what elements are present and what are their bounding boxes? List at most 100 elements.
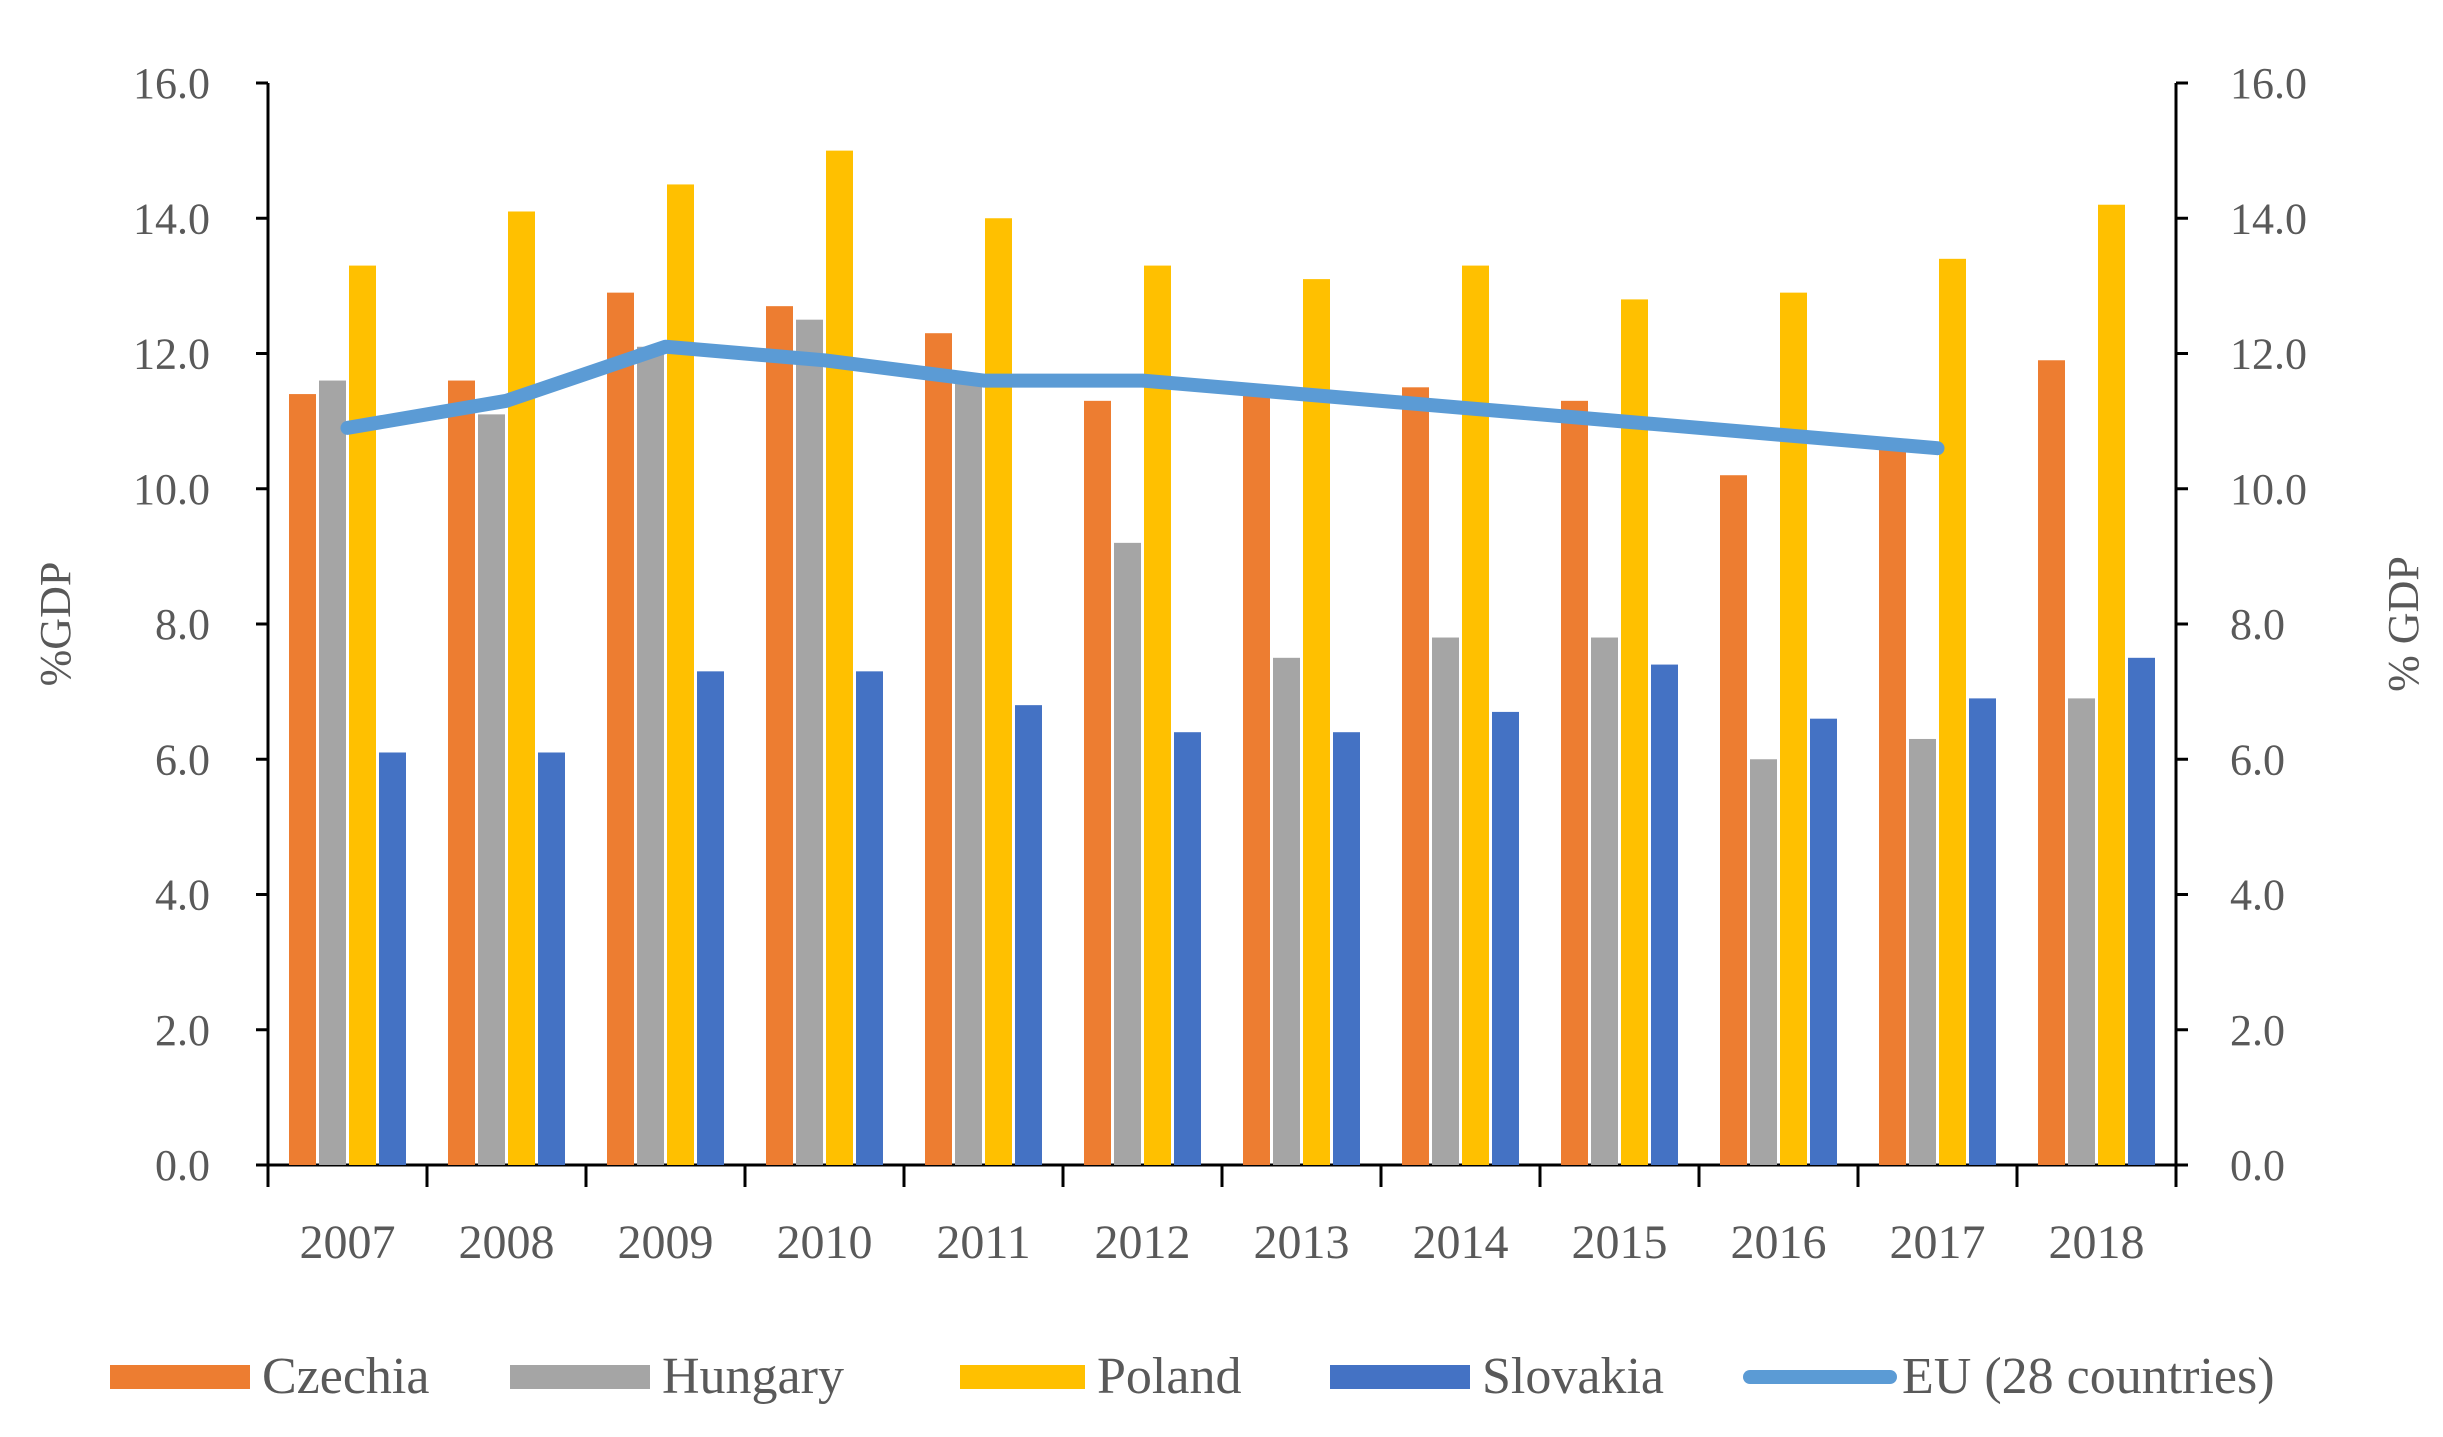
x-tick-label: 2009 bbox=[618, 1216, 714, 1269]
bar bbox=[1273, 657, 1300, 1165]
y-tick-label-left: 8.0 bbox=[155, 600, 210, 649]
x-tick-label: 2015 bbox=[1572, 1216, 1668, 1269]
x-tick-label: 2017 bbox=[1890, 1216, 1986, 1269]
legend-swatch bbox=[510, 1365, 650, 1389]
y-tick-label-right: 16.0 bbox=[2230, 59, 2307, 108]
bar bbox=[766, 306, 793, 1166]
bar bbox=[1174, 732, 1201, 1165]
bar bbox=[826, 150, 853, 1165]
bar bbox=[1591, 637, 1618, 1165]
y-tick-label-left: 14.0 bbox=[133, 194, 210, 243]
bar bbox=[856, 671, 883, 1165]
bar bbox=[538, 752, 565, 1165]
line-eu-28 bbox=[340, 339, 1945, 456]
bar bbox=[637, 346, 664, 1165]
bar bbox=[1303, 279, 1330, 1165]
bar bbox=[1333, 732, 1360, 1165]
x-tick-label: 2018 bbox=[2049, 1216, 2145, 1269]
x-tick-label: 2008 bbox=[459, 1216, 555, 1269]
bar bbox=[1969, 698, 1996, 1165]
bar bbox=[319, 380, 346, 1165]
bar bbox=[379, 752, 406, 1165]
y-tick-label-right: 8.0 bbox=[2230, 600, 2285, 649]
y-tick-label-left: 2.0 bbox=[155, 1006, 210, 1055]
x-tick-label: 2013 bbox=[1254, 1216, 1350, 1269]
bar bbox=[1939, 258, 1966, 1165]
y-tick-label-left: 0.0 bbox=[155, 1141, 210, 1190]
x-tick-label: 2012 bbox=[1095, 1216, 1191, 1269]
bar bbox=[667, 184, 694, 1165]
bar bbox=[2128, 657, 2155, 1165]
legend-item: Slovakia bbox=[1330, 1348, 1664, 1405]
bar bbox=[697, 671, 724, 1165]
bar bbox=[2098, 204, 2125, 1166]
y-tick-label-left: 12.0 bbox=[133, 330, 210, 379]
bar bbox=[1621, 299, 1648, 1165]
x-tick-label: 2016 bbox=[1731, 1216, 1827, 1269]
bar bbox=[1144, 265, 1171, 1165]
tick-labels: 0.0 0.0 2.0 2.0 4.0 4.0 6.0 6.0 8.0 8.0 10.0 10.0 12… bbox=[133, 59, 2307, 1269]
bar bbox=[289, 394, 316, 1165]
bar bbox=[2068, 698, 2095, 1165]
legend: Czechia Hungary Poland Slovakia EU (28 count… bbox=[110, 1348, 2275, 1405]
bar bbox=[1720, 475, 1747, 1166]
bar bbox=[1114, 542, 1141, 1165]
legend-label: Poland bbox=[1097, 1348, 1241, 1405]
bar bbox=[1879, 448, 1906, 1165]
y-tick-label-left: 10.0 bbox=[133, 465, 210, 514]
bar bbox=[1015, 705, 1042, 1165]
legend-label: Hungary bbox=[662, 1348, 844, 1405]
bar bbox=[985, 218, 1012, 1165]
bars bbox=[289, 150, 2155, 1166]
bar bbox=[1243, 394, 1270, 1165]
legend-swatch bbox=[1330, 1365, 1470, 1389]
legend-item: Czechia bbox=[110, 1348, 429, 1405]
bar bbox=[925, 333, 952, 1165]
x-tick-label: 2007 bbox=[300, 1216, 396, 1269]
y-tick-label-right: 2.0 bbox=[2230, 1006, 2285, 1055]
bar bbox=[1561, 400, 1588, 1165]
y-tick-label-left: 6.0 bbox=[155, 735, 210, 784]
legend-label: Czechia bbox=[262, 1348, 429, 1405]
bar bbox=[607, 292, 634, 1165]
bar bbox=[1810, 718, 1837, 1165]
y-tick-label-right: 12.0 bbox=[2230, 330, 2307, 379]
y-tick-label-right: 6.0 bbox=[2230, 735, 2285, 784]
x-tick-label: 2011 bbox=[936, 1216, 1030, 1269]
axes bbox=[256, 81, 2188, 1187]
bar bbox=[1462, 265, 1489, 1165]
bar bbox=[1084, 400, 1111, 1165]
x-tick-label: 2010 bbox=[777, 1216, 873, 1269]
bar bbox=[349, 265, 376, 1165]
legend-swatch bbox=[110, 1365, 250, 1389]
y-tick-label-left: 4.0 bbox=[155, 871, 210, 920]
bar bbox=[2038, 360, 2065, 1165]
bar bbox=[1909, 738, 1936, 1165]
bar bbox=[478, 414, 505, 1165]
legend-label: Slovakia bbox=[1482, 1348, 1664, 1405]
legend-item: Hungary bbox=[510, 1348, 844, 1405]
bar bbox=[1492, 711, 1519, 1165]
legend-swatch bbox=[960, 1365, 1085, 1389]
bar bbox=[1750, 759, 1777, 1165]
x-tick-label: 2014 bbox=[1413, 1216, 1509, 1269]
bar bbox=[955, 373, 982, 1166]
bar bbox=[1432, 637, 1459, 1165]
y-axis-title-left: %GDP bbox=[31, 562, 80, 687]
line-series bbox=[340, 339, 1945, 456]
y-tick-label-left: 16.0 bbox=[133, 59, 210, 108]
legend-item: Poland bbox=[960, 1348, 1241, 1405]
y-axis-title-right: % GDP bbox=[2379, 556, 2428, 692]
bar bbox=[1402, 387, 1429, 1165]
bar bbox=[1780, 292, 1807, 1165]
bar bbox=[448, 380, 475, 1165]
y-tick-label-right: 14.0 bbox=[2230, 194, 2307, 243]
y-tick-label-right: 10.0 bbox=[2230, 465, 2307, 514]
legend-label: EU (28 countries) bbox=[1902, 1348, 2275, 1405]
bar bbox=[796, 319, 823, 1165]
bar bbox=[508, 211, 535, 1166]
y-tick-label-right: 4.0 bbox=[2230, 871, 2285, 920]
legend-item: EU (28 countries) bbox=[1743, 1348, 2275, 1405]
y-tick-label-right: 0.0 bbox=[2230, 1141, 2285, 1190]
